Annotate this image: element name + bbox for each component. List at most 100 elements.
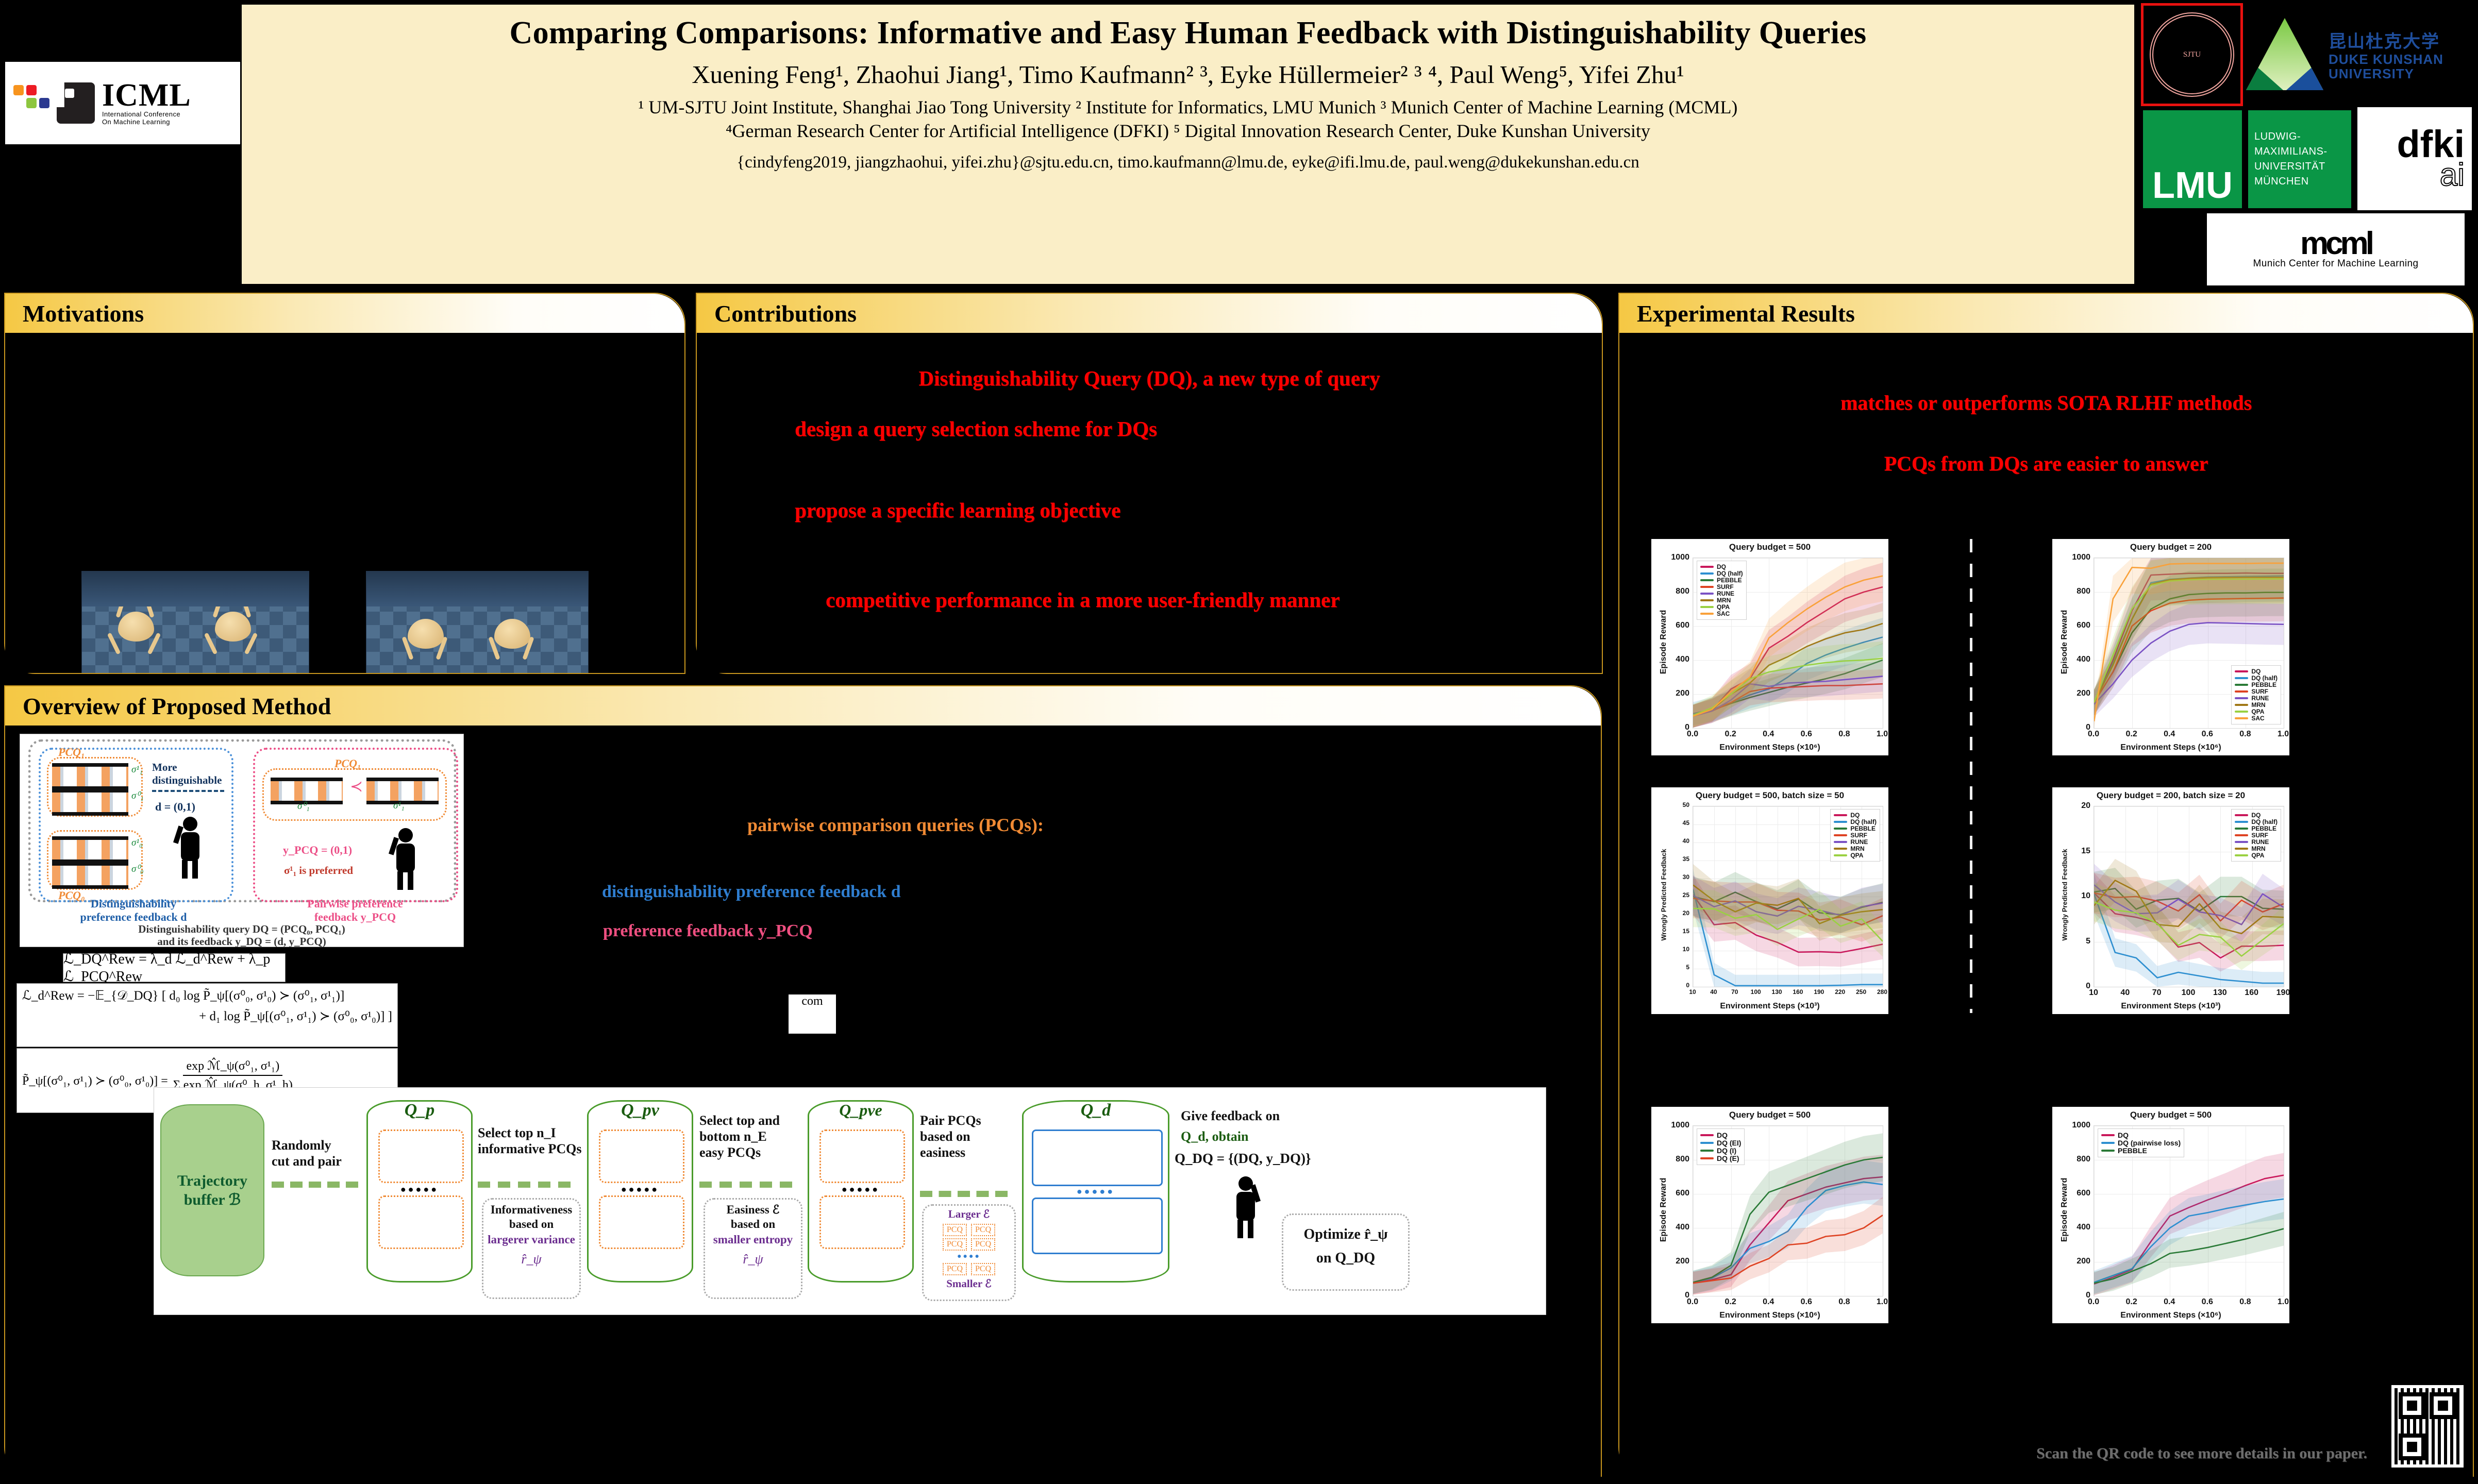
easiness-note-highlight: smaller entropy <box>713 1233 793 1246</box>
chart-legend-label: MRN <box>2251 701 2266 709</box>
final-feedback-text-3: Q_DQ = {(DQ, y_DQ)} <box>1175 1151 1311 1166</box>
chart-x-tick: 0.8 <box>1838 730 1850 738</box>
chart-legend-swatch <box>1700 1157 1714 1159</box>
chart-legend-swatch <box>1700 1142 1714 1144</box>
chart-series-line <box>1693 1176 1883 1284</box>
chart-confidence-band <box>2094 602 2284 717</box>
sjtu-logo: SJTU <box>2141 3 2243 106</box>
pcq0-label: PCQ₀ <box>58 889 85 902</box>
chart-legend-item: RUNE <box>2235 839 2278 845</box>
qr-code[interactable] <box>2391 1385 2464 1468</box>
trajectory-buffer-label: Trajectory buffer ℬ <box>177 1172 248 1209</box>
chart-gridline-horizontal <box>1693 660 1883 661</box>
chart-legend-swatch <box>2235 690 2249 693</box>
chart-series-line <box>2094 887 2284 912</box>
chart-legend: DQ DQ (half) PEBBLE SURF RUNE MRN QPA <box>2231 809 2281 862</box>
chart-legend-item: SURF <box>1700 584 1743 590</box>
icml-mark-icon <box>57 82 95 124</box>
chart-legend-swatch <box>1834 821 1848 823</box>
chart-plot-area <box>2094 1125 2284 1296</box>
chart-legend-item: SAC <box>2235 715 2278 721</box>
chart-series-line <box>2094 1228 2284 1284</box>
chart-y-tick: 5 <box>1686 964 1689 971</box>
chart-x-tick: 0.6 <box>1800 1297 1812 1306</box>
chart-title: Query budget = 500, batch size = 50 <box>1695 790 1845 800</box>
pipeline-arrow-3 <box>699 1182 792 1188</box>
chart-legend-label: SURF <box>2251 688 2268 695</box>
chart-gridline-horizontal <box>1693 558 1883 559</box>
chart-legend-label: DQ <box>2251 812 2261 819</box>
contributions-title: Contributions <box>714 300 857 327</box>
chart-gridline-horizontal <box>2094 694 2284 695</box>
chart-x-axis-label: Environment Steps (×10⁶) <box>1719 743 1820 752</box>
optimize-line-1: Optimize r̂_ψ <box>1303 1226 1388 1242</box>
dq-definition-line-1: Distinguishability query DQ = (PCQ₀, PCQ… <box>138 923 345 935</box>
dq-definition-line-2: and its feedback y_DQ = (d, y_PCQ) <box>157 935 326 948</box>
chart-gridline-horizontal <box>2094 660 2284 661</box>
experimental-results-body: matches or outperforms SOTA RLHF methods… <box>1619 334 2473 1477</box>
chart-gridline-horizontal <box>2094 626 2284 627</box>
chart-legend-item: MRN <box>2235 702 2278 708</box>
trajectory-buffer-cylinder: Trajectory buffer ℬ <box>160 1104 264 1276</box>
pipeline-arrow-label-1: Randomly cut and pair <box>272 1138 342 1169</box>
chart-legend-label: SURF <box>1850 832 1867 839</box>
chart-legend-item: RUNE <box>2235 695 2278 701</box>
pairwise-group-box <box>253 748 458 902</box>
chart-series-line <box>2094 892 2284 922</box>
chart-y-tick: 200 <box>2077 689 2090 698</box>
chart-legend-label: DQ <box>1717 563 1726 570</box>
chart-y-tick: 1000 <box>1671 553 1689 562</box>
prefer-symbol-icon: ≺ <box>350 778 363 795</box>
chart-gridline-horizontal <box>1693 626 1883 627</box>
pipeline-arrow-label-2: Select top n_I informative PCQs <box>478 1125 582 1157</box>
chart-confidence-band <box>1693 1133 1883 1294</box>
chart-legend-swatch <box>2235 684 2249 686</box>
method-pipeline-diagram: Trajectory buffer ℬ Randomly cut and pai… <box>154 1087 1546 1315</box>
chart-legend-swatch <box>2235 841 2249 843</box>
informativeness-note: Informativeness based on largerer varian… <box>482 1198 581 1299</box>
chart-legend-label: DQ (half) <box>2251 674 2278 682</box>
chart-legend-item: DQ <box>2235 668 2278 674</box>
chart-legend-swatch <box>2235 704 2249 706</box>
callout-preference: preference feedback y_PCQ <box>603 921 813 940</box>
chart-gridline-vertical <box>1731 1126 1732 1296</box>
chart-series-svg <box>1693 864 1883 987</box>
chart-title: Query budget = 500 <box>2130 1110 2212 1120</box>
chart-legend-swatch <box>1700 593 1714 595</box>
chart-legend-item: DQ (EI) <box>1700 1139 1741 1146</box>
chart-gridline-vertical <box>1731 558 1732 728</box>
chart-legend-swatch <box>1700 1134 1714 1136</box>
chart-legend-swatch <box>2235 834 2249 836</box>
chart-legend-item: DQ <box>2101 1132 2181 1139</box>
chart-legend-label: PEBBLE <box>2251 825 2277 832</box>
overview-header: Overview of Proposed Method <box>5 686 1601 726</box>
chart-y-tick: 35 <box>1682 855 1689 863</box>
chart-legend-label: MRN <box>1717 597 1731 604</box>
chart-y-tick: 0 <box>1685 1291 1689 1300</box>
chart-legend-swatch <box>2235 711 2249 713</box>
chart-confidence-band <box>1693 869 1883 987</box>
chart-x-tick: 70 <box>1731 988 1738 996</box>
chart-legend-label: DQ <box>1717 1131 1728 1139</box>
panel-contributions: Contributions Distinguishability Query (… <box>696 293 1603 674</box>
chart-y-tick: 800 <box>1676 1155 1689 1163</box>
chart-x-tick: 0.6 <box>1800 730 1812 738</box>
chart-x-tick: 130 <box>2213 988 2227 997</box>
chart-legend-label: DQ (EI) <box>1717 1139 1742 1147</box>
chart-y-tick: 10 <box>1682 946 1689 953</box>
chart-legend-label: PEBBLE <box>1717 577 1742 584</box>
chart-series-line <box>1693 1215 1883 1284</box>
dq-outer-dashed-box <box>28 739 456 902</box>
d-value-label: d = (0,1) <box>155 800 195 813</box>
chart-legend-swatch <box>2235 828 2249 830</box>
lmu-wordmark: LMU <box>2152 165 2233 206</box>
pairing-note-larger: Larger ℰ <box>948 1208 990 1220</box>
chart-legend-label: MRN <box>1850 845 1865 852</box>
reward-model-icon-2: r̂_ψ <box>743 1252 763 1267</box>
chart-x-tick: 1.0 <box>1876 1297 1888 1306</box>
chart-confidence-band <box>1693 874 1883 967</box>
chart-series-line <box>2094 1198 2284 1283</box>
chart-series-line <box>2094 562 2284 721</box>
chart-legend-label: DQ (pairwise loss) <box>2118 1139 2181 1147</box>
chart-y-tick: 25 <box>1682 891 1689 899</box>
